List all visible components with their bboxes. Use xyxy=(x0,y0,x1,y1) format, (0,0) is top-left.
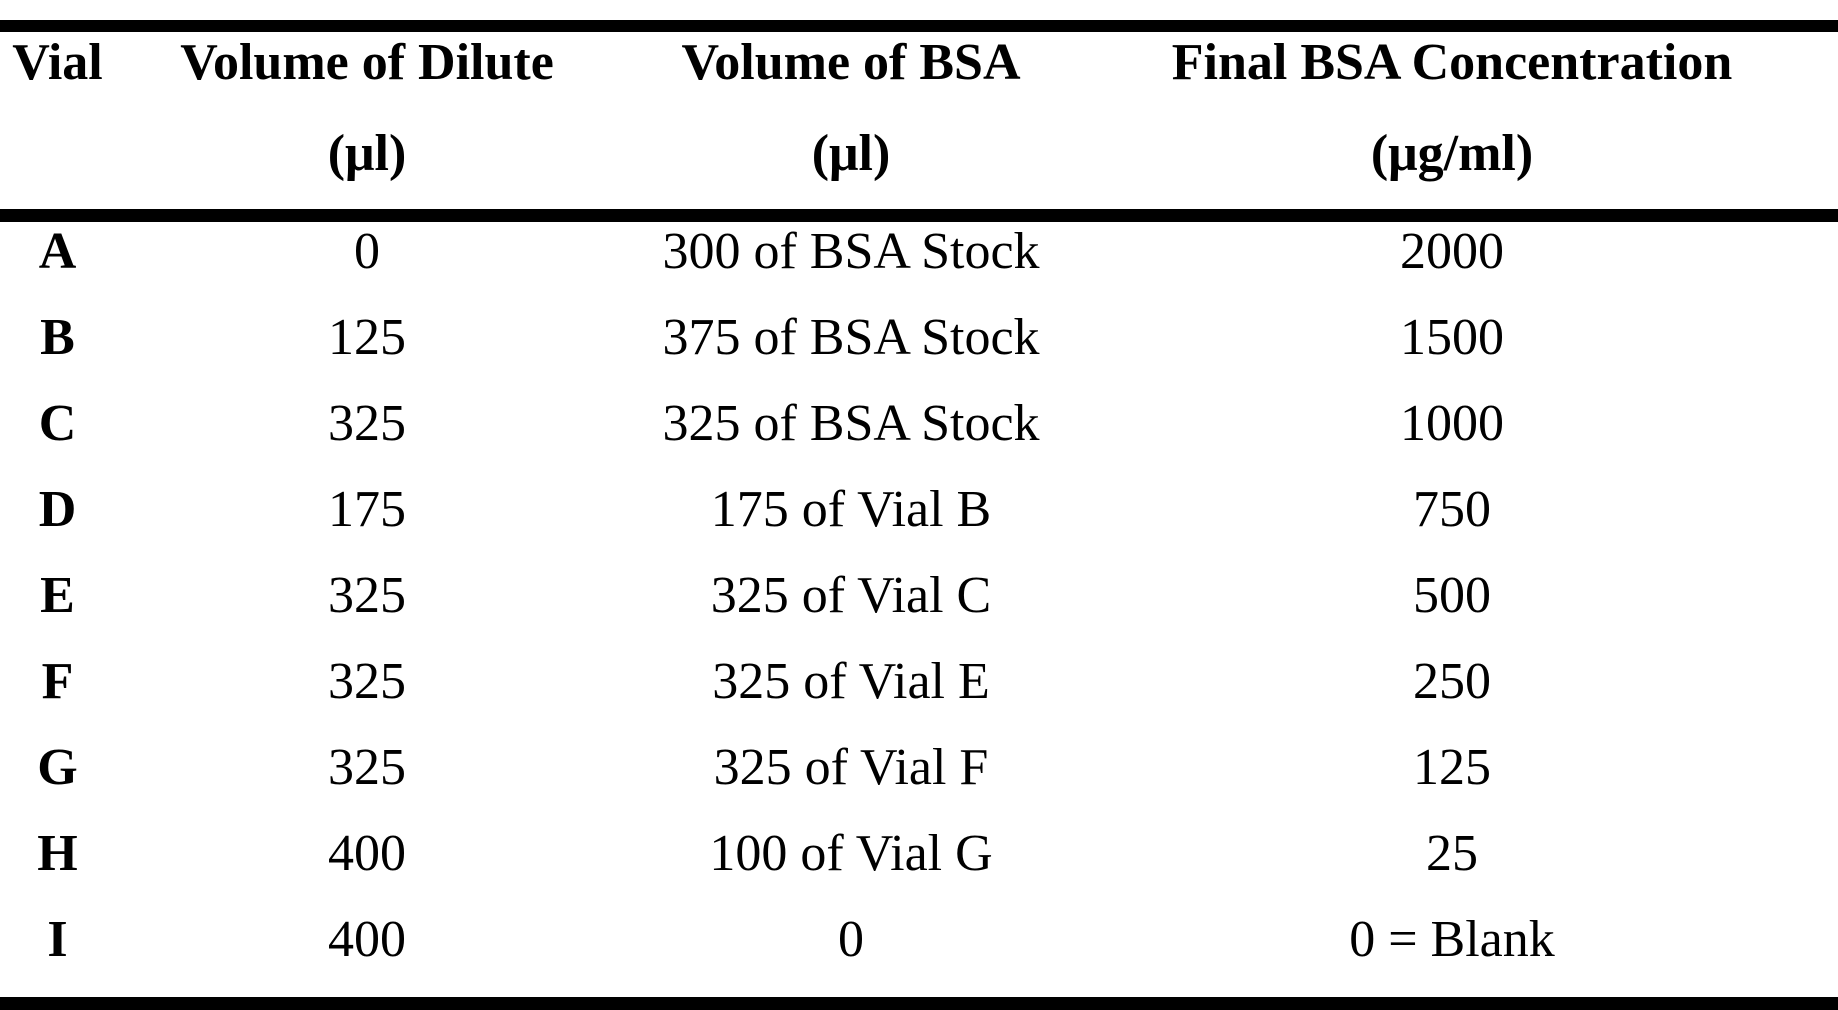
cell-dilute: 125 xyxy=(328,309,406,366)
cell-dilute: 175 xyxy=(328,481,406,538)
cell-bsa: 175 of Vial B xyxy=(710,481,992,538)
cell-dilute: 325 xyxy=(328,395,406,452)
col-header-final: Final BSA Concentration xyxy=(1171,34,1733,91)
cell-vial: A xyxy=(38,223,77,280)
cell-final: 500 xyxy=(1413,567,1491,624)
col-unit-dilute: (μl) xyxy=(327,125,407,182)
bottom-rule xyxy=(0,997,1838,1010)
top-rule xyxy=(0,20,1838,32)
cell-dilute: 400 xyxy=(328,911,406,968)
col-unit-vial xyxy=(0,104,115,204)
cell-vial: G xyxy=(37,739,78,796)
cell-final: 0 = Blank xyxy=(1349,911,1555,968)
cell-bsa: 0 xyxy=(838,911,864,968)
col-header-vial: Vial xyxy=(12,34,103,91)
cell-vial: E xyxy=(40,567,75,624)
cell-vial: I xyxy=(47,911,68,968)
cell-final: 1000 xyxy=(1400,395,1504,452)
col-unit-bsa: (μl) xyxy=(811,125,891,182)
cell-dilute: 400 xyxy=(328,825,406,882)
cell-final: 750 xyxy=(1413,481,1491,538)
cell-final: 125 xyxy=(1413,739,1491,796)
cell-vial: C xyxy=(38,395,77,452)
cell-vial: F xyxy=(41,653,74,710)
cell-final: 2000 xyxy=(1400,223,1504,280)
cell-bsa: 325 of Vial E xyxy=(712,653,990,710)
cell-bsa: 300 of BSA Stock xyxy=(662,223,1040,280)
cell-bsa: 325 of Vial F xyxy=(713,739,989,796)
col-header-bsa: Volume of BSA xyxy=(681,34,1021,91)
cell-final: 25 xyxy=(1426,825,1478,882)
cell-bsa: 325 of BSA Stock xyxy=(662,395,1040,452)
header-separator-rule xyxy=(0,209,1838,222)
cell-final: 250 xyxy=(1413,653,1491,710)
cell-dilute: 325 xyxy=(328,653,406,710)
col-header-dilute: Volume of Dilute xyxy=(180,34,554,91)
table-header-units: (μl) (μl) (μg/ml) xyxy=(0,104,1821,204)
table-header-titles: Vial Volume of Dilute Volume of BSA Fina… xyxy=(0,32,1821,94)
cell-vial: H xyxy=(37,825,78,882)
cell-vial: B xyxy=(40,309,75,366)
cell-dilute: 325 xyxy=(328,567,406,624)
cell-bsa: 100 of Vial G xyxy=(709,825,993,882)
col-unit-final: (μg/ml) xyxy=(1370,125,1534,182)
cell-dilute: 325 xyxy=(328,739,406,796)
cell-vial: D xyxy=(38,481,77,538)
cell-dilute: 0 xyxy=(354,223,380,280)
cell-final: 1500 xyxy=(1400,309,1504,366)
table-body: A 0 300 of BSA Stock 2000 B 125 375 of B… xyxy=(0,209,1821,983)
cell-bsa: 325 of Vial C xyxy=(710,567,992,624)
cell-bsa: 375 of BSA Stock xyxy=(662,309,1040,366)
